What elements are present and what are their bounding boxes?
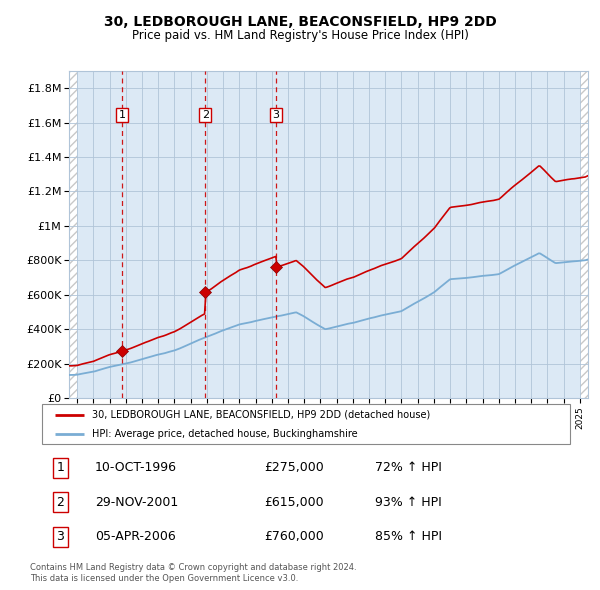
Text: 93% ↑ HPI: 93% ↑ HPI	[374, 496, 442, 509]
FancyBboxPatch shape	[42, 404, 570, 444]
Text: 2: 2	[202, 110, 209, 120]
Text: This data is licensed under the Open Government Licence v3.0.: This data is licensed under the Open Gov…	[30, 573, 298, 583]
Text: 05-APR-2006: 05-APR-2006	[95, 530, 176, 543]
Text: 29-NOV-2001: 29-NOV-2001	[95, 496, 178, 509]
Text: 3: 3	[56, 530, 64, 543]
Text: £760,000: £760,000	[264, 530, 323, 543]
Text: 30, LEDBOROUGH LANE, BEACONSFIELD, HP9 2DD: 30, LEDBOROUGH LANE, BEACONSFIELD, HP9 2…	[104, 15, 496, 30]
Text: 72% ↑ HPI: 72% ↑ HPI	[374, 461, 442, 474]
Text: 1: 1	[56, 461, 64, 474]
Text: £275,000: £275,000	[264, 461, 323, 474]
Text: Price paid vs. HM Land Registry's House Price Index (HPI): Price paid vs. HM Land Registry's House …	[131, 29, 469, 42]
Text: 10-OCT-1996: 10-OCT-1996	[95, 461, 177, 474]
Text: 85% ↑ HPI: 85% ↑ HPI	[374, 530, 442, 543]
Text: Contains HM Land Registry data © Crown copyright and database right 2024.: Contains HM Land Registry data © Crown c…	[30, 563, 356, 572]
Text: £615,000: £615,000	[264, 496, 323, 509]
Text: HPI: Average price, detached house, Buckinghamshire: HPI: Average price, detached house, Buck…	[92, 429, 358, 438]
Text: 30, LEDBOROUGH LANE, BEACONSFIELD, HP9 2DD (detached house): 30, LEDBOROUGH LANE, BEACONSFIELD, HP9 2…	[92, 410, 430, 420]
Text: 1: 1	[119, 110, 125, 120]
Text: 2: 2	[56, 496, 64, 509]
Text: 3: 3	[272, 110, 280, 120]
